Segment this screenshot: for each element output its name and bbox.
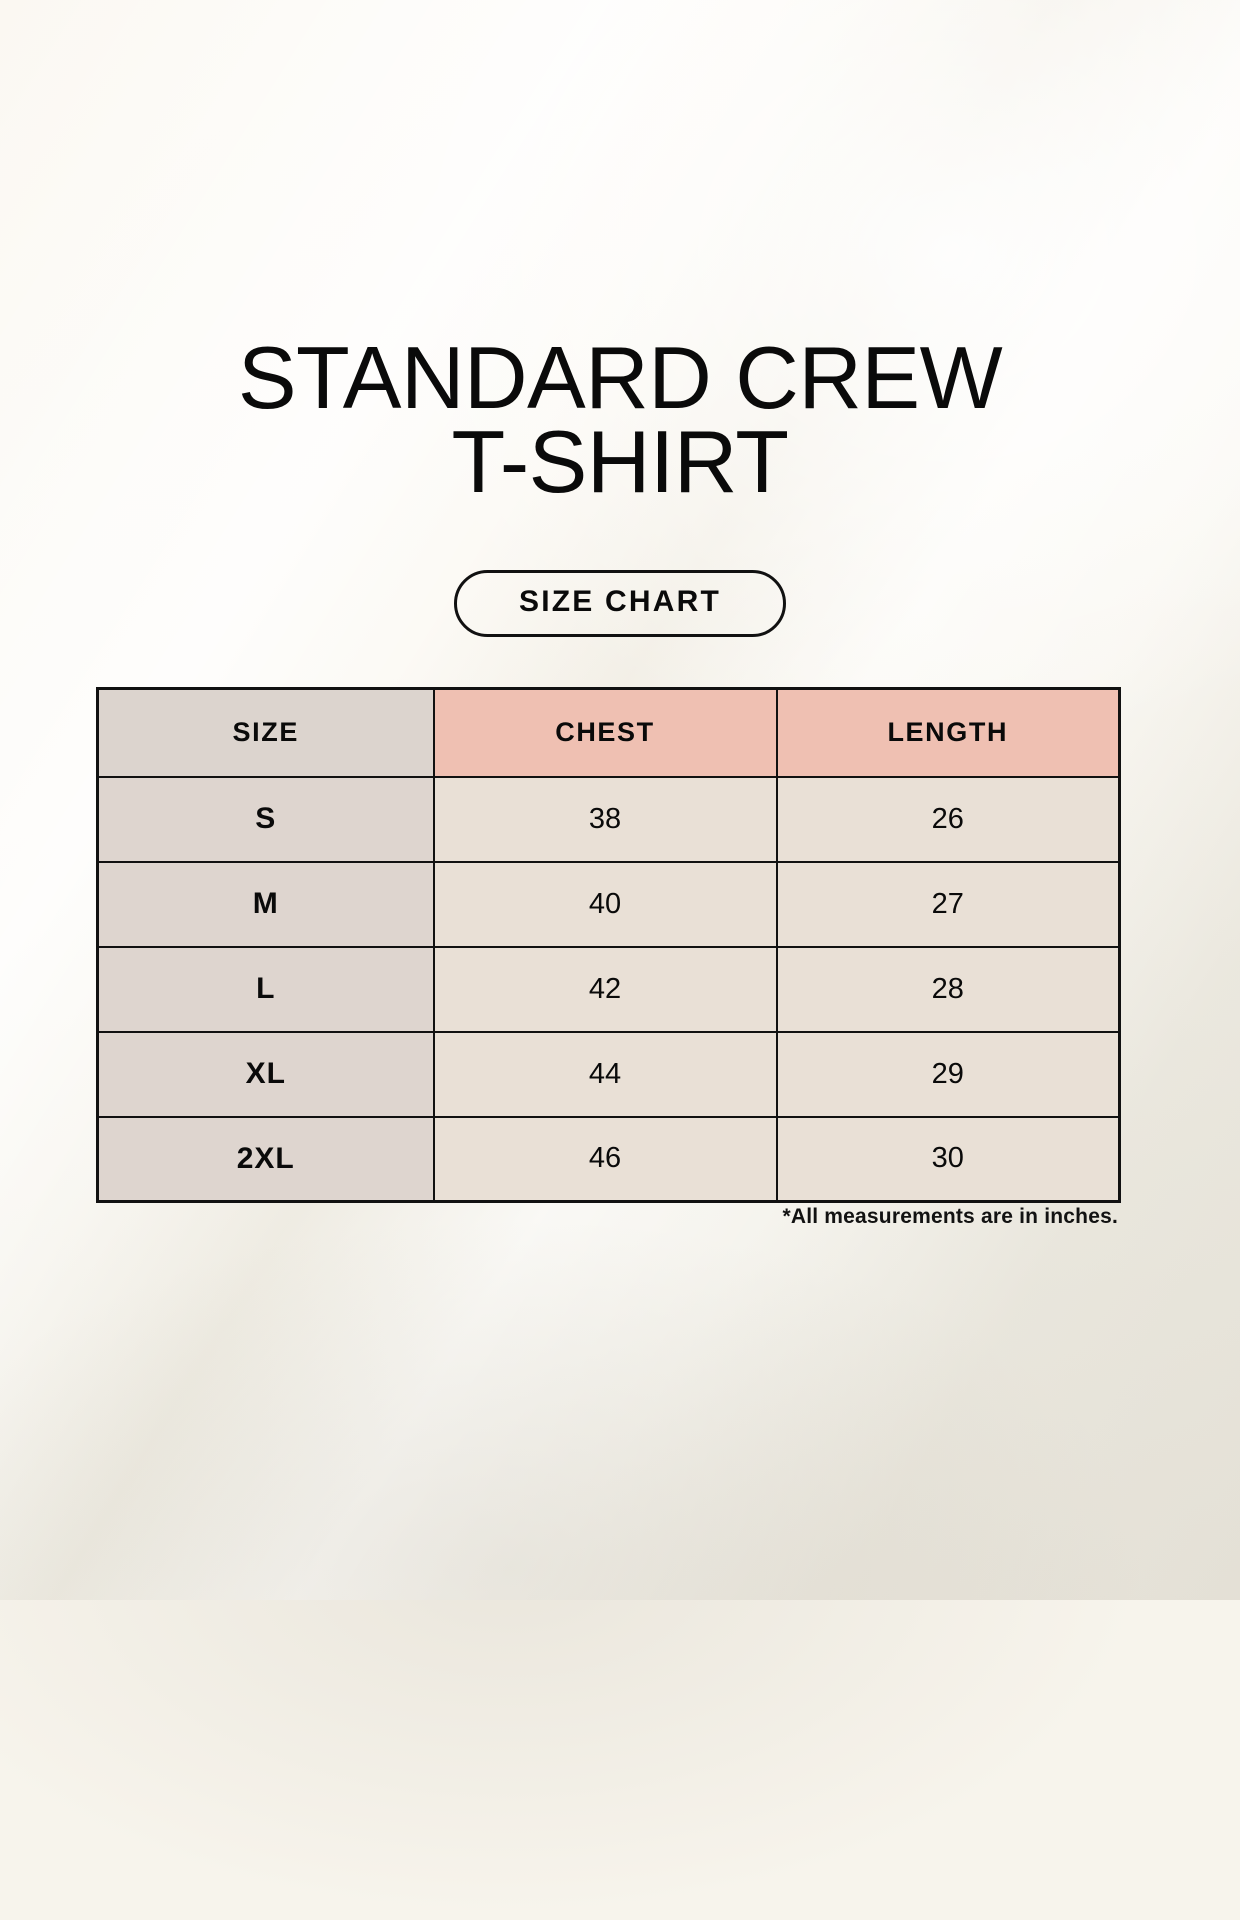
- table-row: 2XL 46 30: [96, 1115, 1121, 1203]
- table-body: S 38 26 M 40 27 L 42 28 XL 44 29: [96, 775, 1121, 1203]
- table-header-row: SIZE CHEST LENGTH: [96, 687, 1121, 778]
- cell-chest: 46: [432, 1115, 778, 1203]
- cell-length: 26: [775, 775, 1121, 863]
- cell-chest: 44: [432, 1030, 778, 1118]
- cell-chest: 42: [432, 945, 778, 1033]
- column-header-length: LENGTH: [775, 687, 1121, 778]
- size-table-container: SIZE CHEST LENGTH S 38 26 M 40 27 L: [96, 687, 1121, 1203]
- column-header-chest: CHEST: [432, 687, 778, 778]
- page-title: STANDARD CREW T-SHIRT: [0, 328, 1240, 511]
- cell-size: 2XL: [96, 1115, 435, 1203]
- cell-size: L: [96, 945, 435, 1033]
- cell-size: M: [96, 860, 435, 948]
- table-header: SIZE CHEST LENGTH: [96, 687, 1121, 778]
- table-row: M 40 27: [96, 860, 1121, 948]
- cell-length: 27: [775, 860, 1121, 948]
- size-chart-table: SIZE CHEST LENGTH S 38 26 M 40 27 L: [96, 687, 1121, 1203]
- measurement-units-note: *All measurements are in inches.: [782, 1205, 1118, 1228]
- table-row: XL 44 29: [96, 1030, 1121, 1118]
- table-row: S 38 26: [96, 775, 1121, 863]
- table-row: L 42 28: [96, 945, 1121, 1033]
- cell-chest: 38: [432, 775, 778, 863]
- cell-size: S: [96, 775, 435, 863]
- cell-chest: 40: [432, 860, 778, 948]
- page-title-line-1: STANDARD CREW: [237, 328, 1003, 427]
- size-chart-badge-container: SIZE CHART: [0, 570, 1240, 637]
- cell-length: 28: [775, 945, 1121, 1033]
- column-header-size: SIZE: [96, 687, 435, 778]
- cell-length: 30: [775, 1115, 1121, 1203]
- cell-size: XL: [96, 1030, 435, 1118]
- size-chart-badge: SIZE CHART: [454, 570, 786, 637]
- page-title-line-2: T-SHIRT: [451, 412, 789, 511]
- cell-length: 29: [775, 1030, 1121, 1118]
